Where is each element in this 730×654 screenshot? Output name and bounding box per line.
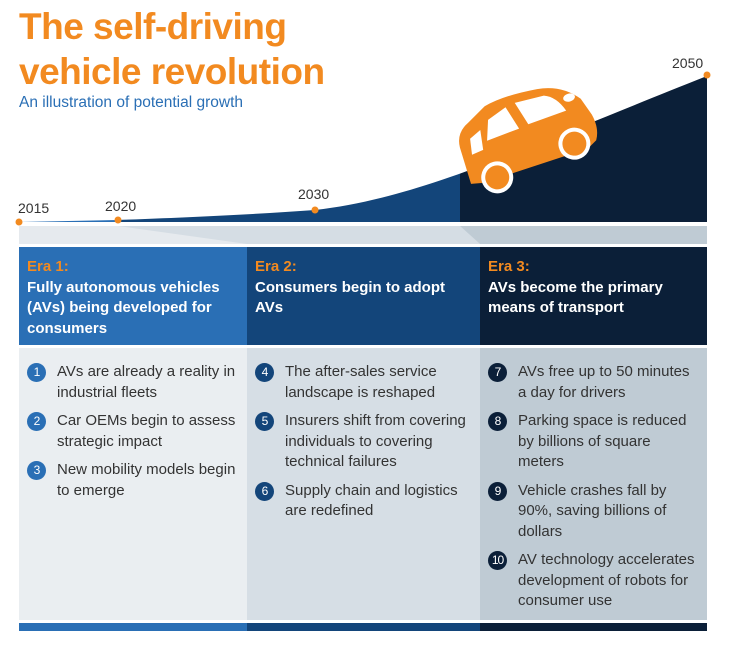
era3-bar [480,623,707,631]
number-badge: 7 [488,363,507,382]
era2-body: 4 The after-sales service landscape is re… [247,348,480,620]
point-2050 [703,71,711,79]
number-badge: 2 [27,412,46,431]
list-item: 9 Vehicle crashes fall by 90%, saving bil… [488,481,699,543]
era3-header: Era 3: AVs become the primary means of t… [480,247,707,345]
item-text: AV technology accelerates development of… [518,551,695,609]
list-item: 4 The after-sales service landscape is re… [255,362,472,403]
era3-projection [460,226,707,244]
era1-bar [19,623,247,631]
year-label: 2015 [18,200,50,216]
year-label: 2050 [672,55,704,71]
era-heading: Consumers begin to adopt AVs [255,278,446,317]
point-2020 [114,216,122,224]
year-label: 2030 [298,186,330,202]
era-label: Era 1: [27,258,69,275]
era2-area [118,76,460,222]
number-badge: 10 [488,551,507,570]
year-label: 2020 [105,198,137,214]
item-text: Supply chain and logistics are redefined [285,481,458,520]
item-text: The after-sales service landscape is res… [285,363,437,401]
era-label: Era 2: [255,258,297,275]
number-badge: 9 [488,481,507,501]
era2-bar [247,623,480,631]
number-badge: 3 [27,461,46,480]
list-item: 7 AVs free up to 50 minutes a day for dri… [488,362,699,403]
point-2030 [311,206,319,214]
list-item: 6 Supply chain and logistics are redefine… [255,481,472,522]
page-title: The self-driving vehicle revolution [19,4,325,94]
list-item: 2 Car OEMs begin to assess strategic impa… [27,411,239,452]
era-heading: Fully autonomous vehicles (AVs) being de… [27,278,220,337]
growth-curve [15,71,711,244]
era3-body: 7 AVs free up to 50 minutes a day for dri… [480,348,707,620]
list-item: 10 AV technology accelerates development … [488,550,699,612]
number-badge: 6 [255,481,274,501]
item-text: AVs are already a reality in industrial … [57,363,236,401]
subtitle: An illustration of potential growth [19,94,244,111]
era-heading: AVs become the primary means of transpor… [488,278,663,317]
item-text: AVs free up to 50 minutes a day for driv… [518,363,690,401]
point-2015 [15,218,23,226]
era2-projection [118,226,480,244]
list-item: 3 New mobility models begin to emerge [27,460,239,501]
number-badge: 4 [255,363,274,382]
title-line: The self-driving [19,6,287,47]
era-label: Era 3: [488,258,530,275]
era1-body: 1 AVs are already a reality in industrial… [19,348,247,620]
era2-header: Era 2: Consumers begin to adopt AVs [247,247,480,345]
item-text: New mobility models begin to emerge [57,461,236,499]
item-text: Vehicle crashes fall by 90%, saving bill… [518,481,667,540]
list-item: 5 Insurers shift from covering individual… [255,411,472,473]
era1-area [19,76,118,222]
car-icon [459,88,598,194]
number-badge: 5 [255,412,274,431]
list-item: 8 Parking space is reduced by billions of… [488,411,699,473]
item-text: Car OEMs begin to assess strategic impac… [57,412,236,450]
number-badge: 8 [488,412,507,431]
item-text: Parking space is reduced by billions of … [518,412,687,470]
era1-header: Era 1: Fully autonomous vehicles (AVs) b… [19,247,247,345]
list-item: 1 AVs are already a reality in industrial… [27,362,239,403]
title-line: vehicle revolution [19,51,325,92]
number-badge: 1 [27,363,46,382]
item-text: Insurers shift from covering individuals… [285,412,466,470]
